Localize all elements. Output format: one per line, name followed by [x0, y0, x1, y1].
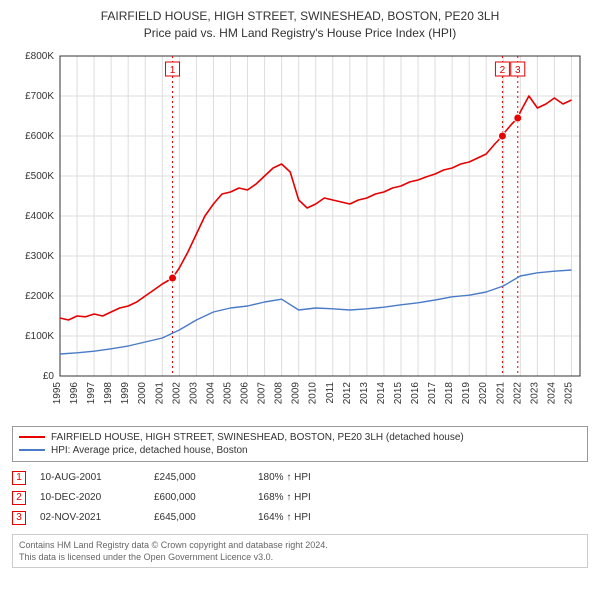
svg-text:1: 1 [170, 65, 176, 76]
svg-text:2005: 2005 [222, 381, 233, 404]
event-date: 10-DEC-2020 [40, 492, 140, 503]
chart-container: FAIRFIELD HOUSE, HIGH STREET, SWINESHEAD… [0, 0, 600, 576]
svg-text:2018: 2018 [444, 381, 455, 404]
svg-text:£700K: £700K [25, 91, 54, 102]
legend-box: FAIRFIELD HOUSE, HIGH STREET, SWINESHEAD… [12, 426, 588, 462]
svg-text:2022: 2022 [512, 381, 523, 404]
legend-row: FAIRFIELD HOUSE, HIGH STREET, SWINESHEAD… [19, 431, 581, 444]
footer-box: Contains HM Land Registry data © Crown c… [12, 534, 588, 568]
svg-text:2008: 2008 [274, 381, 285, 404]
svg-text:1998: 1998 [103, 381, 114, 404]
svg-text:£800K: £800K [25, 51, 54, 62]
svg-text:2023: 2023 [529, 381, 540, 404]
svg-text:£500K: £500K [25, 171, 54, 182]
legend-label: FAIRFIELD HOUSE, HIGH STREET, SWINESHEAD… [51, 432, 464, 443]
event-marker: 1 [12, 471, 26, 485]
legend-swatch [19, 436, 45, 438]
svg-text:1999: 1999 [120, 381, 131, 404]
svg-text:1995: 1995 [52, 381, 63, 404]
svg-text:2010: 2010 [308, 381, 319, 404]
event-row: 2 10-DEC-2020 £600,000 168% ↑ HPI [12, 488, 588, 508]
svg-text:2021: 2021 [495, 381, 506, 404]
chart-area: £0 £100K £200K £300K £400K £500K £600K £700K £80… [10, 48, 590, 418]
event-marker: 2 [12, 491, 26, 505]
footer-line-1: Contains HM Land Registry data © Crown c… [19, 539, 581, 551]
legend-swatch [19, 449, 45, 451]
svg-text:1996: 1996 [69, 381, 80, 404]
title-line-1: FAIRFIELD HOUSE, HIGH STREET, SWINESHEAD… [10, 8, 590, 25]
svg-text:2016: 2016 [410, 381, 421, 404]
svg-text:2019: 2019 [461, 381, 472, 404]
svg-text:£600K: £600K [25, 131, 54, 142]
svg-text:£400K: £400K [25, 211, 54, 222]
svg-text:2013: 2013 [359, 381, 370, 404]
svg-text:2011: 2011 [325, 381, 336, 403]
svg-text:2007: 2007 [257, 381, 268, 404]
event-date: 10-AUG-2001 [40, 472, 140, 483]
event-row: 1 10-AUG-2001 £245,000 180% ↑ HPI [12, 468, 588, 488]
line-chart: £0 £100K £200K £300K £400K £500K £600K £700K £80… [10, 48, 590, 418]
svg-text:£0: £0 [43, 371, 55, 382]
svg-text:2017: 2017 [427, 381, 438, 404]
svg-text:2020: 2020 [478, 381, 489, 404]
svg-text:2014: 2014 [376, 381, 387, 404]
svg-text:2006: 2006 [240, 381, 251, 404]
event-price: £600,000 [154, 492, 244, 503]
svg-text:2024: 2024 [546, 381, 557, 404]
svg-text:2004: 2004 [205, 381, 216, 404]
event-hpi: 164% ↑ HPI [258, 512, 378, 523]
svg-text:£300K: £300K [25, 251, 54, 262]
svg-text:2025: 2025 [563, 381, 574, 404]
event-date: 02-NOV-2021 [40, 512, 140, 523]
svg-text:1997: 1997 [86, 381, 97, 404]
event-marker: 3 [12, 511, 26, 525]
footer-line-2: This data is licensed under the Open Gov… [19, 551, 581, 563]
event-hpi: 180% ↑ HPI [258, 472, 378, 483]
event-row: 3 02-NOV-2021 £645,000 164% ↑ HPI [12, 508, 588, 528]
svg-text:£200K: £200K [25, 291, 54, 302]
legend-label: HPI: Average price, detached house, Bost… [51, 445, 248, 456]
svg-text:2009: 2009 [291, 381, 302, 404]
svg-text:3: 3 [515, 65, 521, 76]
svg-text:2012: 2012 [342, 381, 353, 404]
svg-text:2015: 2015 [393, 381, 404, 404]
event-price: £645,000 [154, 512, 244, 523]
svg-text:2002: 2002 [171, 381, 182, 404]
title-line-2: Price paid vs. HM Land Registry's House … [10, 25, 590, 42]
legend-row: HPI: Average price, detached house, Bost… [19, 444, 581, 457]
svg-text:2000: 2000 [137, 381, 148, 404]
svg-text:£100K: £100K [25, 331, 54, 342]
event-table: 1 10-AUG-2001 £245,000 180% ↑ HPI 2 10-DEC-20… [12, 468, 588, 528]
event-price: £245,000 [154, 472, 244, 483]
svg-text:2003: 2003 [188, 381, 199, 404]
svg-text:2: 2 [500, 65, 506, 76]
svg-text:2001: 2001 [154, 381, 165, 404]
event-hpi: 168% ↑ HPI [258, 492, 378, 503]
